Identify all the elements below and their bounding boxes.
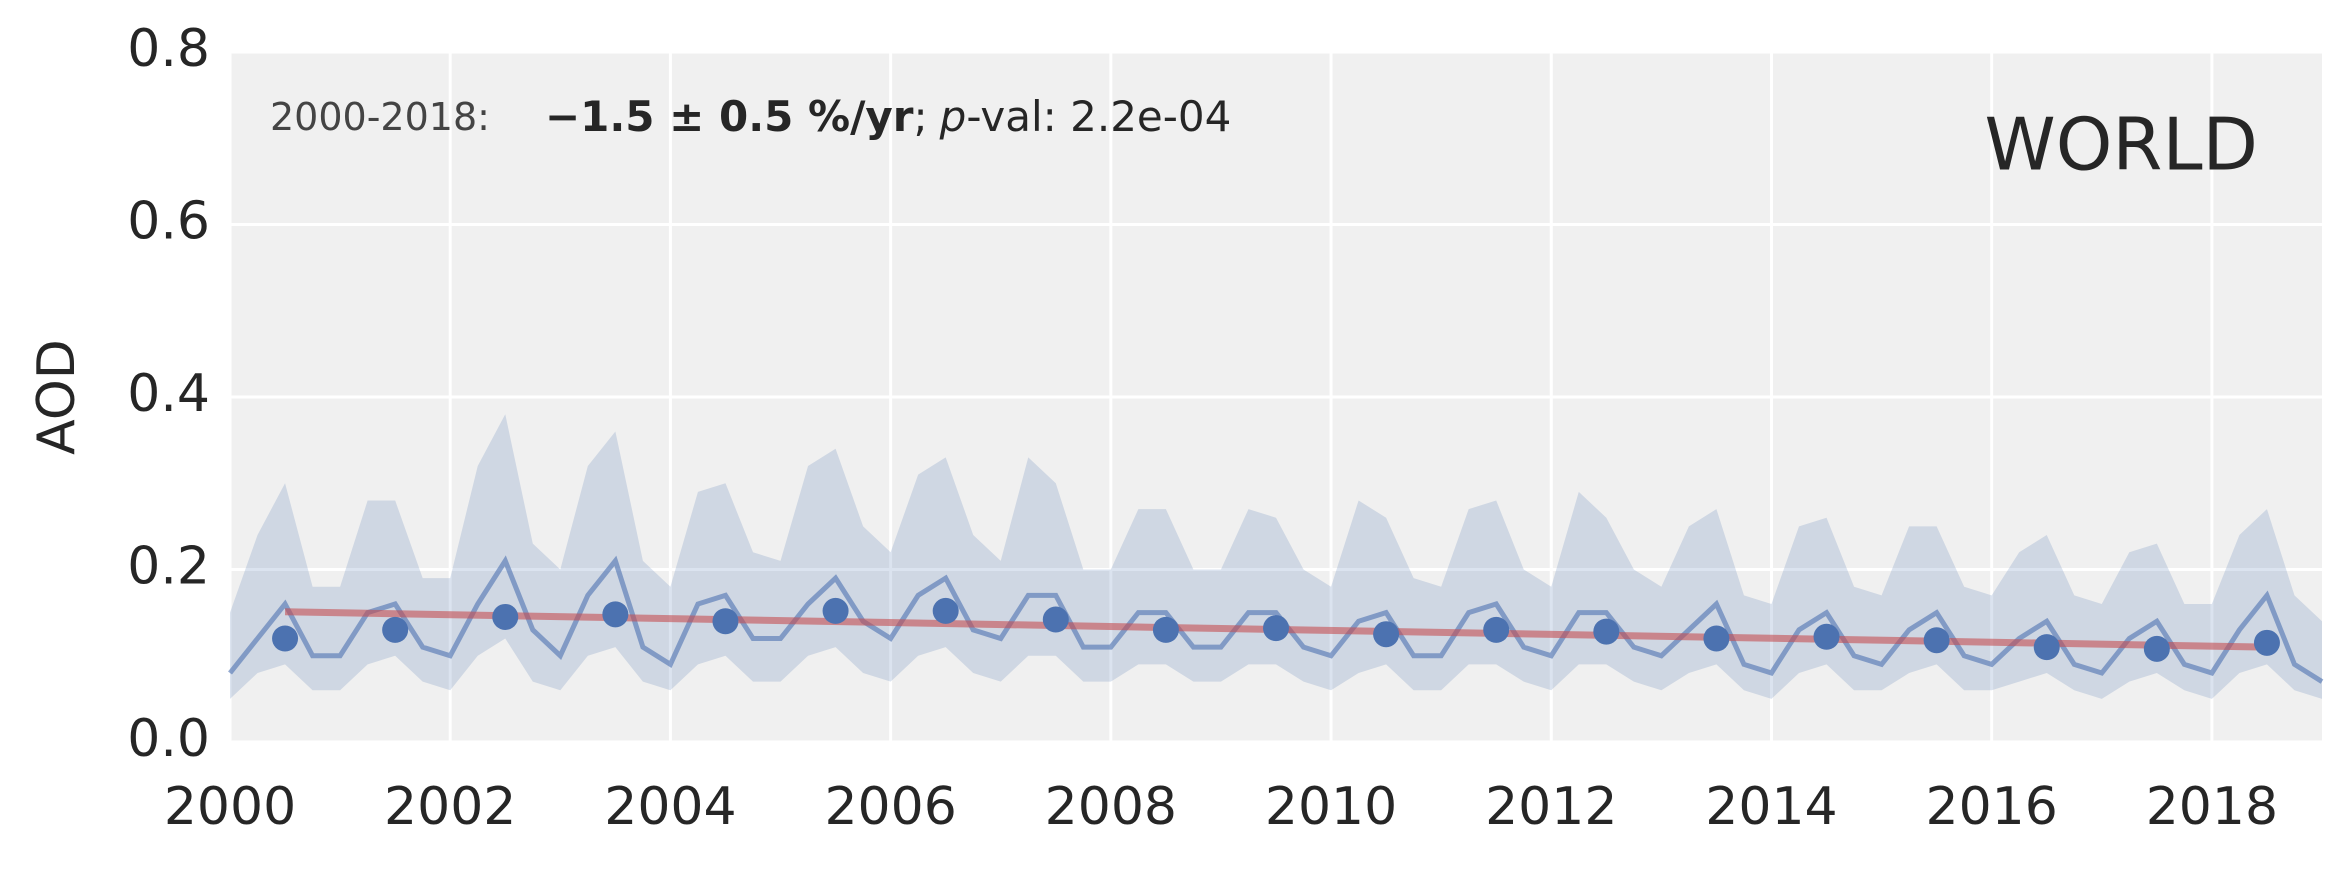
annual-point [1703, 625, 1730, 652]
annual-point [602, 601, 629, 628]
x-tick-label: 2014 [1705, 777, 1837, 837]
annual-point [2143, 635, 2170, 662]
annual-point [382, 616, 409, 643]
annotation-trend: −1.5 ± 0.5 %/yr [545, 92, 914, 141]
x-tick-label: 2002 [384, 777, 516, 837]
y-tick-label: 0.6 [127, 192, 210, 252]
annual-point [712, 608, 739, 635]
annual-point [932, 597, 959, 624]
annual-point [1483, 616, 1510, 643]
x-tick-label: 2012 [1485, 777, 1617, 837]
annual-point [1923, 627, 1950, 654]
annual-point [822, 597, 849, 624]
annual-point [1042, 606, 1069, 633]
annual-point [1373, 621, 1400, 648]
annual-point [1152, 616, 1179, 643]
annotation-period: 2000-2018: [270, 95, 490, 139]
y-tick-label: 0.8 [127, 19, 210, 79]
annual-point [272, 625, 299, 652]
annual-point [2253, 629, 2280, 656]
x-tick-label: 2000 [164, 777, 296, 837]
x-tick-label: 2018 [2146, 777, 2278, 837]
annual-point [1813, 623, 1840, 650]
annotation-pval: -val: 2.2e-04 [966, 92, 1231, 141]
annotation-sep: ; [914, 92, 928, 141]
annotation-p: p [939, 92, 967, 141]
x-tick-label: 2008 [1045, 777, 1177, 837]
annual-point [1593, 618, 1620, 645]
annual-point [2033, 634, 2060, 661]
y-tick-label: 0.0 [127, 709, 210, 769]
marks [228, 414, 2324, 699]
x-tick-label: 2010 [1265, 777, 1397, 837]
y-tick-label: 0.4 [127, 364, 210, 424]
region-label: WORLD [1985, 103, 2258, 187]
annotation: 2000-2018: −1.5 ± 0.5 %/yr; p-val: 2.2e-04 [270, 92, 1231, 141]
annual-point [492, 603, 519, 630]
x-tick-label: 2006 [824, 777, 956, 837]
annual-point [1263, 615, 1289, 642]
x-tick-label: 2016 [1926, 777, 2058, 837]
x-tick-label: 2004 [604, 777, 736, 837]
y-tick-label: 0.2 [127, 537, 210, 597]
y-axis-label: AOD [27, 339, 87, 455]
